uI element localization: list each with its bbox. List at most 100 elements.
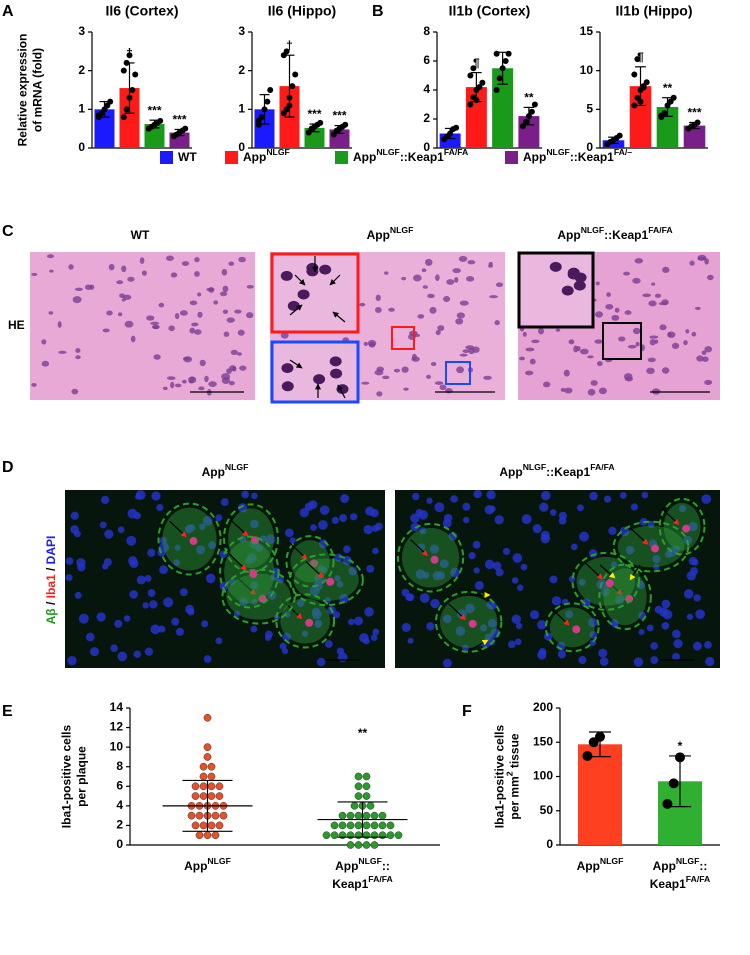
arrow — [629, 564, 641, 581]
cell — [237, 352, 243, 356]
nucleus — [316, 657, 326, 667]
y-tick-label: 0 — [423, 140, 430, 154]
microglia — [468, 619, 477, 628]
cell — [529, 358, 536, 365]
nucleus — [688, 556, 698, 566]
y-tick-label: 5 — [586, 102, 593, 116]
data-point — [264, 98, 271, 105]
significance: ** — [358, 726, 368, 740]
cell — [221, 268, 228, 276]
data-point — [199, 772, 208, 781]
nucleus — [442, 658, 452, 668]
data-point — [662, 798, 673, 809]
panel-letter: F — [462, 703, 472, 720]
cell — [329, 356, 342, 367]
data-point — [640, 84, 647, 91]
nucleus — [375, 522, 383, 531]
nucleus — [142, 602, 149, 609]
cell — [306, 266, 319, 277]
nucleus — [558, 511, 567, 520]
legend-swatch — [160, 151, 173, 164]
microglia — [305, 618, 314, 627]
nucleus — [610, 561, 618, 569]
nucleus — [110, 644, 118, 653]
label: Iba1-positive cells — [60, 724, 74, 828]
data-point — [362, 792, 371, 800]
inset-box — [391, 326, 415, 350]
cell — [127, 276, 135, 282]
nucleus — [334, 575, 341, 582]
nucleus — [136, 575, 146, 585]
nucleus — [284, 611, 291, 618]
label: AppNLGF — [243, 147, 290, 164]
nucleus — [419, 593, 430, 603]
legend-swatch — [335, 151, 348, 164]
cell — [359, 302, 366, 307]
data-point — [199, 782, 208, 791]
cell — [170, 272, 178, 278]
data-point — [631, 71, 638, 78]
nucleus — [228, 578, 236, 586]
label: Keap1FA/FA — [650, 874, 710, 891]
nucleus — [401, 588, 410, 597]
label-part: FA/– — [614, 147, 632, 157]
cell — [222, 309, 229, 315]
nucleus — [661, 599, 671, 609]
nucleus — [589, 630, 597, 639]
cell — [75, 355, 81, 360]
cell — [525, 347, 535, 352]
nucleus — [179, 588, 188, 597]
data-point — [354, 772, 363, 781]
bar — [119, 88, 140, 148]
nucleus — [511, 577, 519, 584]
label: Relative expression — [16, 34, 30, 147]
nucleus — [173, 559, 180, 567]
nucleus — [615, 595, 625, 605]
nucleus — [512, 553, 523, 563]
cell — [208, 381, 217, 388]
nucleus — [588, 617, 598, 628]
nucleus — [565, 610, 574, 619]
cell — [382, 375, 390, 380]
cell — [454, 277, 459, 283]
microglia — [310, 559, 319, 568]
arrow — [230, 519, 249, 537]
cell — [701, 356, 709, 362]
significance: † — [286, 38, 293, 52]
cell — [667, 331, 676, 338]
nucleus — [89, 647, 100, 657]
cell — [31, 382, 37, 387]
nucleus — [370, 634, 378, 641]
cell — [226, 368, 232, 374]
cell — [661, 367, 670, 374]
nucleus — [474, 580, 484, 590]
data-point — [354, 821, 363, 830]
significance: *** — [307, 107, 321, 121]
plaque — [224, 540, 275, 604]
cell — [181, 379, 187, 384]
label-part: NLGF — [358, 856, 381, 866]
plaque-outline — [396, 522, 465, 593]
data-point — [207, 821, 216, 830]
nucleus — [672, 652, 680, 661]
nucleus — [133, 650, 141, 659]
label-part: FA/FA — [444, 147, 468, 157]
nucleus — [673, 638, 683, 649]
plaque — [617, 525, 685, 568]
cell — [683, 340, 688, 346]
nucleus — [494, 515, 504, 525]
label-part: FA/FA — [686, 874, 710, 884]
cell — [170, 381, 175, 389]
data-point — [668, 778, 679, 789]
data-point — [207, 772, 216, 781]
nucleus — [537, 650, 547, 660]
nucleus — [237, 503, 248, 513]
cell — [691, 331, 697, 337]
microglia — [651, 544, 660, 553]
arrow — [289, 304, 303, 316]
data-point — [378, 821, 387, 830]
label-part: App — [243, 150, 266, 164]
nucleus — [159, 536, 167, 545]
cell — [661, 299, 669, 306]
